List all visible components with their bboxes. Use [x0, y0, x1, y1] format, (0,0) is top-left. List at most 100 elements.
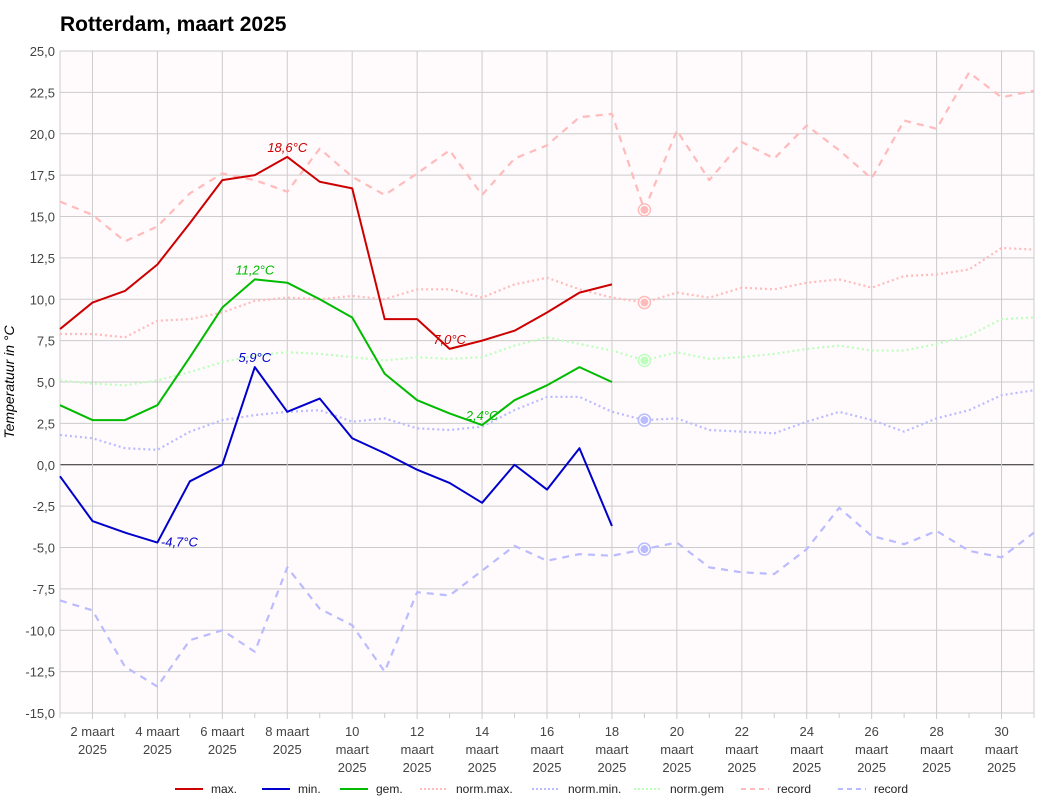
- y-tick-label: 20,0: [30, 127, 55, 142]
- data-label: 7,0°C: [433, 332, 466, 347]
- legend-label: gem.: [376, 782, 403, 796]
- y-axis-label: Temperatuur in °C: [1, 324, 17, 438]
- x-tick-label: 2025: [208, 742, 237, 757]
- legend-label: norm.min.: [568, 782, 621, 796]
- legend-label: min.: [298, 782, 321, 796]
- y-tick-label: 2,5: [37, 416, 55, 431]
- x-tick-label: 22: [735, 724, 749, 739]
- x-tick-label: maart: [660, 742, 694, 757]
- series-line-normmax: [60, 246, 1035, 339]
- x-tick-label: 2025: [78, 742, 107, 757]
- legend-item: record: [838, 782, 908, 796]
- x-tick-label: maart: [920, 742, 954, 757]
- series-line-normmin: [59, 389, 1035, 451]
- series-marker: [640, 545, 649, 554]
- legend-label: norm.gem: [670, 782, 724, 796]
- series-line-record: [59, 506, 1035, 688]
- series-marker: [640, 356, 649, 365]
- grid: [59, 50, 1035, 719]
- legend-item: gem.: [340, 782, 403, 796]
- x-tick-label: maart: [401, 742, 435, 757]
- legend-item: norm.min.: [532, 782, 621, 796]
- legend-item: norm.gem: [634, 782, 724, 796]
- x-tick-label: 2025: [792, 760, 821, 775]
- x-axis-ticks: 2 maart 2025 4 maart 2025 6 maart 2025 8 maart…: [70, 724, 1018, 775]
- x-tick-label: 6 maart: [200, 724, 244, 739]
- x-tick-label: 2025: [662, 760, 691, 775]
- legend-label: norm.max.: [456, 782, 513, 796]
- legend: max. min. gem. norm.max. norm.min. norm.gem re…: [175, 782, 908, 796]
- y-tick-label: -10,0: [25, 623, 55, 638]
- series-line-max: [59, 155, 613, 350]
- legend-item: norm.max.: [420, 782, 513, 796]
- y-tick-label: -12,5: [25, 665, 55, 680]
- y-tick-label: 12,5: [30, 251, 55, 266]
- x-tick-label: 2025: [468, 760, 497, 775]
- legend-item: record: [741, 782, 811, 796]
- x-tick-label: maart: [336, 742, 370, 757]
- x-tick-label: 8 maart: [265, 724, 309, 739]
- series-line-min: [59, 366, 613, 544]
- x-tick-label: 26: [864, 724, 878, 739]
- y-tick-label: 0,0: [37, 458, 55, 473]
- x-tick-label: 2025: [727, 760, 756, 775]
- x-tick-label: 2 maart: [70, 724, 114, 739]
- x-tick-label: 20: [670, 724, 684, 739]
- y-tick-label: 15,0: [30, 210, 55, 225]
- x-tick-label: 2025: [597, 760, 626, 775]
- x-tick-label: 18: [605, 724, 619, 739]
- legend-label: record: [874, 782, 908, 796]
- y-tick-label: 5,0: [37, 375, 55, 390]
- legend-item: max.: [175, 782, 237, 796]
- y-tick-label: 25,0: [30, 44, 55, 59]
- x-tick-label: maart: [790, 742, 824, 757]
- series-marker: [640, 205, 649, 214]
- series-marker: [640, 298, 649, 307]
- data-label: 2,4°C: [465, 408, 499, 423]
- x-tick-label: 10: [345, 724, 359, 739]
- legend-item: min.: [262, 782, 321, 796]
- x-tick-label: 30: [994, 724, 1008, 739]
- y-tick-label: 17,5: [30, 168, 55, 183]
- y-tick-label: 22,5: [30, 85, 55, 100]
- x-tick-label: maart: [985, 742, 1019, 757]
- x-tick-label: 2025: [922, 760, 951, 775]
- y-tick-label: -2,5: [33, 499, 55, 514]
- x-tick-label: 24: [799, 724, 813, 739]
- y-tick-label: -7,5: [33, 582, 55, 597]
- y-tick-label: 10,0: [30, 292, 55, 307]
- series-lines: [59, 71, 1035, 688]
- x-tick-label: 2025: [273, 742, 302, 757]
- x-tick-label: maart: [855, 742, 889, 757]
- x-tick-label: maart: [530, 742, 564, 757]
- data-label: 5,9°C: [238, 350, 271, 365]
- y-tick-label: -15,0: [25, 706, 55, 721]
- x-tick-label: 4 maart: [135, 724, 179, 739]
- y-tick-label: 7,5: [37, 334, 55, 349]
- x-tick-label: 12: [410, 724, 424, 739]
- x-tick-label: 2025: [987, 760, 1016, 775]
- x-tick-label: maart: [595, 742, 629, 757]
- x-tick-label: maart: [465, 742, 499, 757]
- x-tick-label: maart: [725, 742, 759, 757]
- y-axis-ticks: 25,0 22,5 20,0 17,5 15,0 12,5 10,0 7,5 5,0 2,5 0,0…: [25, 44, 55, 721]
- x-tick-label: 16: [540, 724, 554, 739]
- x-tick-label: 28: [929, 724, 943, 739]
- x-tick-label: 2025: [857, 760, 886, 775]
- x-tick-label: 14: [475, 724, 489, 739]
- series-line-gem: [59, 278, 613, 427]
- series-marker: [640, 416, 649, 425]
- data-label: 18,6°C: [267, 140, 308, 155]
- data-label: -4,7°C: [161, 535, 199, 550]
- x-tick-label: 2025: [533, 760, 562, 775]
- series-line-record: [59, 71, 1035, 243]
- series-line-normgem: [59, 316, 1035, 387]
- x-tick-label: 2025: [338, 760, 367, 775]
- x-tick-label: 2025: [403, 760, 432, 775]
- x-tick-label: 2025: [143, 742, 172, 757]
- annotations: 18,6°C 7,0°C 11,2°C 2,4°C 5,9°C -4,7°C: [161, 140, 499, 550]
- y-tick-label: -5,0: [33, 541, 55, 556]
- chart-title: Rotterdam, maart 2025: [60, 13, 287, 36]
- legend-label: record: [777, 782, 811, 796]
